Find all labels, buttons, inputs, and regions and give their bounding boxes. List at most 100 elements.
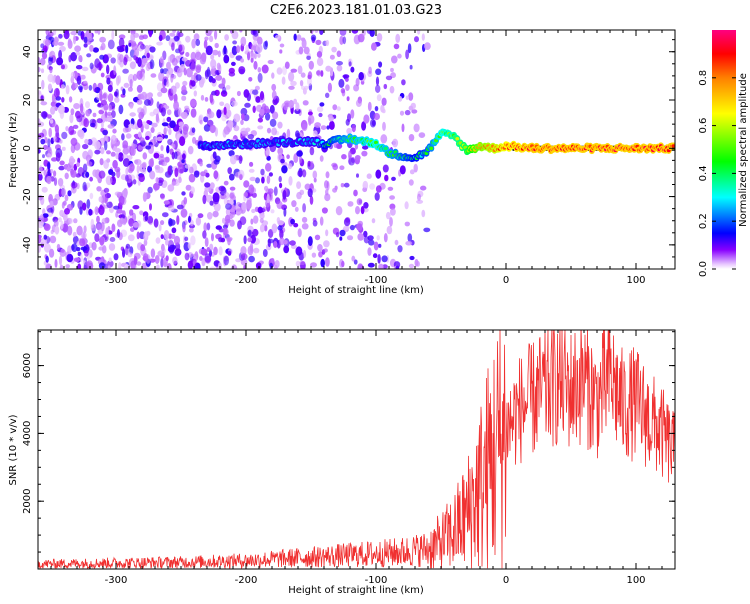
spectrogram-noise-cell — [290, 218, 295, 225]
spectrogram-noise-cell — [125, 133, 132, 139]
spectrogram-noise-cell — [268, 172, 273, 177]
spectrogram-noise-cell — [40, 43, 45, 49]
spectrogram-noise-cell — [156, 41, 163, 46]
spectrogram-noise-cell — [203, 222, 208, 232]
spectrogram-noise-cell — [391, 55, 398, 64]
spectrogram-noise-cell — [405, 49, 409, 60]
colorbar: 0.0 0.2 0.4 0.6 0.8 Normalized spectral ampl… — [698, 30, 749, 277]
spectrogram-noise-cell — [259, 212, 265, 220]
spectrogram-noise-cell — [134, 159, 139, 164]
spectrogram-noise-cell — [151, 122, 158, 128]
spectrogram-noise-cell — [157, 91, 163, 97]
spectrogram-noise-cell — [130, 146, 136, 157]
y-tick-label: 40 — [22, 45, 33, 58]
spectrogram-noise-cell — [229, 186, 236, 191]
spectrogram-noise-cell — [86, 161, 93, 167]
spectrogram-noise-cell — [108, 104, 112, 112]
snr-y-axis: 2000 4000 6000 — [22, 331, 675, 553]
spectrogram-noise-cell — [50, 106, 56, 115]
spectrogram-noise-cell — [107, 124, 115, 129]
spectrogram-noise-cell — [375, 68, 382, 76]
spectrogram-noise-cell — [323, 240, 330, 248]
spectrogram-noise-cell — [98, 170, 106, 179]
spectrogram-noise-cell — [112, 128, 117, 134]
spectrogram-noise-cell — [49, 248, 55, 258]
spectrogram-noise-cell — [107, 93, 114, 103]
spectrogram-noise-cell — [169, 120, 176, 129]
spectrogram-noise-cell — [263, 105, 270, 114]
spectrogram-noise-cell — [75, 110, 81, 119]
spectrogram-noise-cell — [335, 232, 340, 238]
spectrogram-noise-cell — [362, 183, 367, 189]
spectrogram-noise-cell — [68, 125, 75, 136]
spectrogram-noise-cell — [277, 220, 285, 226]
spectrogram-noise-cell — [375, 84, 381, 93]
spectrogram-noise-cell — [334, 185, 338, 191]
spectrogram-noise-cell — [149, 170, 156, 180]
spectrogram-noise-cell — [205, 194, 213, 203]
spectrogram-noise-cell — [98, 246, 104, 251]
spectrogram-noise-cell — [94, 149, 101, 155]
spectrogram-noise-cell — [273, 241, 278, 248]
spectrogram-noise-cell — [68, 218, 73, 225]
spectrogram-noise-cell — [56, 57, 64, 66]
spectrogram-noise-cell — [190, 99, 197, 107]
spectrogram-noise-cell — [133, 255, 138, 266]
spectrogram-noise-cell — [190, 235, 196, 246]
spectrogram-noise-cell — [325, 229, 329, 237]
spectrogram-noise-cell — [49, 169, 54, 174]
spectrogram-noise-cell — [172, 143, 176, 149]
spectrogram-noise-cell — [267, 188, 274, 195]
spectrogram-noise-cell — [307, 111, 313, 116]
spectrogram-noise-cell — [72, 81, 76, 91]
spectrogram-noise-cell — [279, 182, 283, 189]
spectrogram-noise-cell — [204, 253, 212, 263]
spectrogram-noise-cell — [60, 64, 65, 70]
spectrogram-noise-cell — [164, 156, 170, 163]
spectrogram-noise-cell — [190, 108, 197, 118]
spectrogram-noise-cell — [123, 264, 130, 269]
spectrogram-noise-cell — [115, 211, 119, 218]
spectrogram-noise-cell — [83, 43, 88, 48]
spectrogram-noise-cell — [357, 263, 364, 269]
spectrogram-noise-cell — [104, 263, 108, 269]
spectrogram-noise-cell — [60, 220, 64, 230]
spectrogram-noise-cell — [161, 107, 166, 117]
spectrogram-noise-cell — [115, 152, 120, 160]
spectrogram-noise-cell — [173, 100, 180, 111]
spectrogram-noise-cell — [111, 171, 116, 177]
spectrogram-noise-cell — [38, 66, 41, 73]
spectrogram-noise-cell — [157, 250, 165, 257]
spectrogram-noise-cell — [271, 83, 277, 91]
spectrogram-noise-cell — [413, 163, 418, 173]
spectrogram-noise-cell — [209, 35, 214, 43]
spectrogram-noise-cell — [340, 88, 346, 94]
spectrogram-noise-cell — [145, 63, 151, 72]
spectrogram-noise-cell — [178, 44, 183, 52]
spectrogram-noise-cell — [214, 30, 218, 40]
spectrogram-noise-cell — [145, 145, 152, 150]
spectrogram-noise-cell — [284, 61, 290, 69]
spectrogram-noise-cell — [368, 66, 372, 75]
spectrogram-noise-cell — [156, 264, 160, 269]
spectrogram-noise-cell — [246, 199, 252, 210]
spectrogram-noise-cell — [302, 169, 307, 178]
spectrogram-noise-cell — [247, 51, 251, 61]
spectrogram-noise-cell — [367, 101, 372, 112]
spectrogram-noise-cell — [79, 238, 86, 247]
spectrogram-noise-cell — [301, 216, 308, 223]
y-tick-label: 20 — [22, 94, 33, 107]
spectrogram-noise-cell — [47, 83, 53, 92]
spectrogram-noise-cell — [318, 251, 323, 258]
spectrogram-noise-cell — [168, 219, 176, 226]
spectrogram-noise-cell — [166, 145, 170, 154]
spectrogram-noise-cell — [336, 106, 341, 111]
spectrogram-noise-cell — [98, 262, 106, 269]
spectrogram-marks — [38, 30, 675, 269]
spectrogram-noise-cell — [336, 61, 343, 66]
spectrogram-noise-cell — [372, 253, 378, 259]
spectrogram-noise-cell — [157, 166, 164, 174]
spectrogram-noise-cell — [195, 74, 202, 81]
colorbar-gradient — [712, 30, 736, 269]
